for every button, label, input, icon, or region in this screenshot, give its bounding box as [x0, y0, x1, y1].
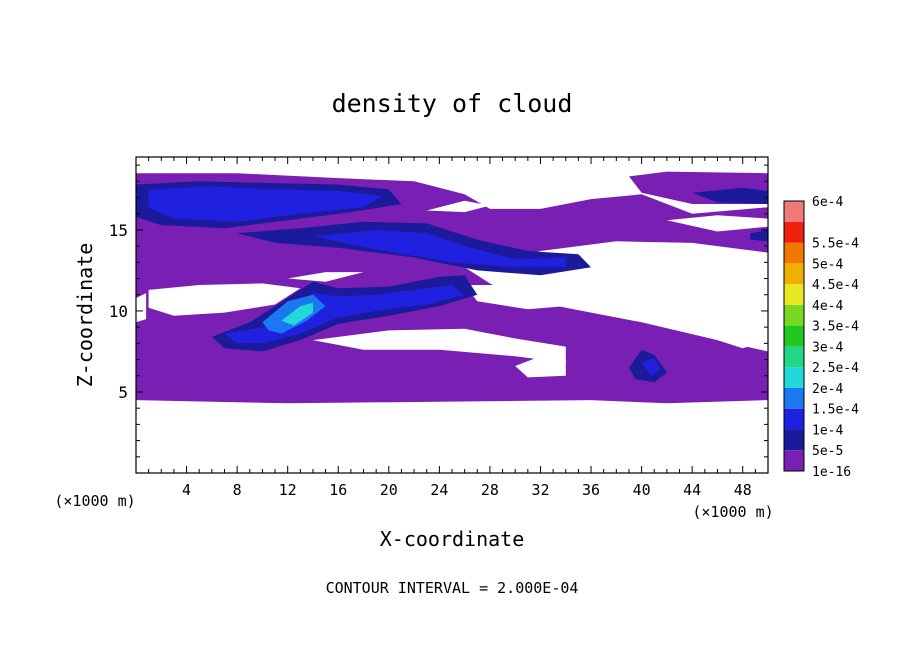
legend-label: 5e-4	[812, 257, 843, 272]
legend-label: 3.5e-4	[812, 320, 859, 335]
cloud-gap	[717, 335, 768, 349]
legend-label: 4.5e-4	[812, 278, 859, 293]
cloud-region-level-2	[148, 186, 383, 222]
x-tick-label: 40	[633, 481, 651, 499]
x-unit-right: (×1000 m)	[692, 503, 773, 521]
cloud-region-level-1	[750, 229, 768, 242]
legend-swatch	[784, 242, 804, 264]
cloud-gap	[148, 283, 301, 316]
cloud-region-level-2	[641, 357, 661, 376]
legend-frame	[783, 200, 805, 472]
cloud-gap	[666, 215, 768, 232]
x-tick-label: 32	[531, 481, 549, 499]
cloud-region-level-1	[692, 187, 768, 204]
x-tick-label: 44	[683, 481, 701, 499]
legend-label: 6e-4	[812, 195, 843, 210]
x-axis-label: X-coordinate	[380, 527, 525, 551]
y-tick-label: 5	[118, 383, 128, 402]
color-legend: 1e-16 5e-5 1e-4 1.5e-4 2e-4 2.5e-4 3e-4 3.5e-4 4…	[783, 195, 859, 480]
legend-label: 1.5e-4	[812, 403, 859, 418]
x-tick-label: 8	[233, 481, 242, 499]
x-tick-label: 20	[380, 481, 398, 499]
legend-label: 5e-5	[812, 444, 843, 459]
cloud-gap	[426, 200, 490, 213]
legend-swatch	[784, 325, 804, 347]
x-tick-label: 36	[582, 481, 600, 499]
cloud-gap	[515, 356, 566, 378]
contour-interval-note: CONTOUR INTERVAL = 2.000E-04	[326, 579, 579, 597]
cloud-gap	[313, 328, 566, 363]
legend-label: 2e-4	[812, 382, 843, 397]
legend-label: 5.5e-4	[812, 237, 859, 252]
legend-swatch	[784, 221, 804, 243]
legend-label: 4e-4	[812, 299, 843, 314]
legend-swatch	[784, 284, 804, 305]
cloud-gap	[136, 293, 147, 323]
legend-label: 1e-4	[812, 423, 843, 438]
x-tick-label: 48	[734, 481, 752, 499]
y-tick-label: 15	[109, 221, 128, 240]
x-tick-label: 16	[329, 481, 347, 499]
y-axis-label: Z-coordinate	[73, 243, 97, 388]
cloud-region-level-4	[281, 302, 313, 326]
cloud-region-level-2	[313, 229, 566, 268]
legend-swatch	[784, 429, 804, 451]
legend-label: 1e-16	[812, 465, 851, 480]
legend-label: 2.5e-4	[812, 361, 859, 376]
legend-swatch	[784, 450, 804, 471]
x-tick-label: 4	[182, 481, 191, 499]
legend-label: 3e-4	[812, 340, 843, 355]
y-tick-label: 10	[109, 302, 128, 321]
legend-swatch	[784, 263, 804, 285]
legend-swatch	[784, 201, 804, 222]
legend-swatch	[784, 346, 804, 368]
cloud-gap	[287, 272, 364, 282]
cloud-gap	[641, 301, 743, 318]
x-tick-label: 12	[279, 481, 297, 499]
legend-swatch	[784, 387, 804, 409]
chart-title: density of cloud	[332, 89, 573, 118]
x-unit-left: (×1000 m)	[54, 492, 135, 510]
x-tick-label: 24	[430, 481, 448, 499]
legend-swatch	[784, 367, 804, 388]
cloud-gap	[464, 285, 566, 310]
plot-area	[136, 171, 768, 404]
legend-swatch	[784, 408, 804, 430]
legend-swatch	[784, 304, 804, 326]
x-tick-label: 28	[481, 481, 499, 499]
